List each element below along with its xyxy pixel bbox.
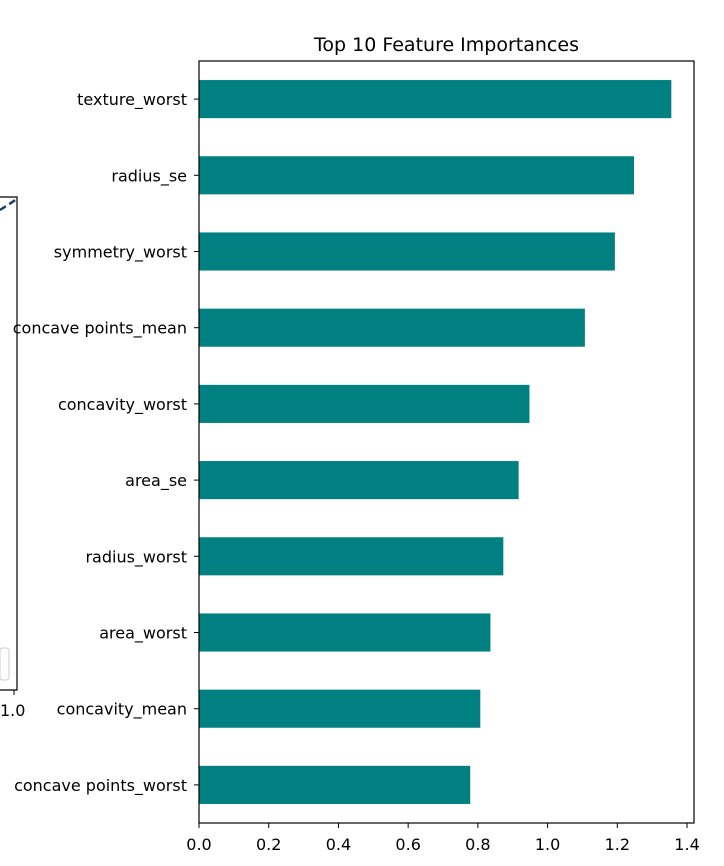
y-tick-labels: texture_worst radius_se symmetry_worstconc… [13, 90, 199, 796]
bar [199, 537, 504, 576]
bar [199, 461, 519, 500]
bar [199, 156, 635, 195]
x-tick-label: 0.4 [326, 835, 351, 854]
x-tick-label: 0.6 [395, 835, 420, 854]
y-tick-label: area_se [125, 471, 187, 491]
bar [199, 384, 530, 423]
bars-group [199, 80, 672, 804]
y-tick-label: symmetry_worst [54, 243, 187, 263]
x-ticks: 0.0 0.2 0.4 0.6 0.8 1.0 1.2 1.4 [186, 823, 700, 854]
x-tick-label: 0.2 [256, 835, 281, 854]
chart-title: Top 10 Feature Importances [313, 34, 579, 56]
x-tick-label: 0.0 [186, 835, 211, 854]
background-chart: 1.0 [0, 196, 25, 720]
background-chart-tick-label: 1.0 [0, 701, 25, 720]
background-chart-diagonal [0, 197, 18, 212]
bar [199, 80, 672, 119]
bar [199, 765, 471, 804]
y-tick-label: area_worst [99, 624, 187, 644]
bar [199, 232, 615, 271]
y-tick-label: texture_worst [77, 90, 187, 110]
y-tick-label: radius_worst [85, 547, 187, 567]
x-tick-label: 1.0 [535, 835, 560, 854]
bar [199, 308, 585, 347]
y-tick-label: concavity_mean [57, 700, 187, 720]
x-tick-label: 0.8 [465, 835, 490, 854]
y-tick-label: concave points_mean [13, 319, 187, 339]
bar [199, 689, 481, 728]
background-chart-legend-box [0, 647, 10, 681]
y-tick-label: concave points_worst [14, 776, 187, 796]
x-tick-label: 1.4 [674, 835, 699, 854]
background-chart-frame [0, 196, 18, 691]
plot-area-frame [198, 60, 695, 824]
x-tick-label: 1.2 [605, 835, 630, 854]
bar [199, 613, 491, 652]
y-tick-label: radius_se [111, 166, 187, 186]
y-tick-label: concavity_worst [58, 395, 187, 415]
